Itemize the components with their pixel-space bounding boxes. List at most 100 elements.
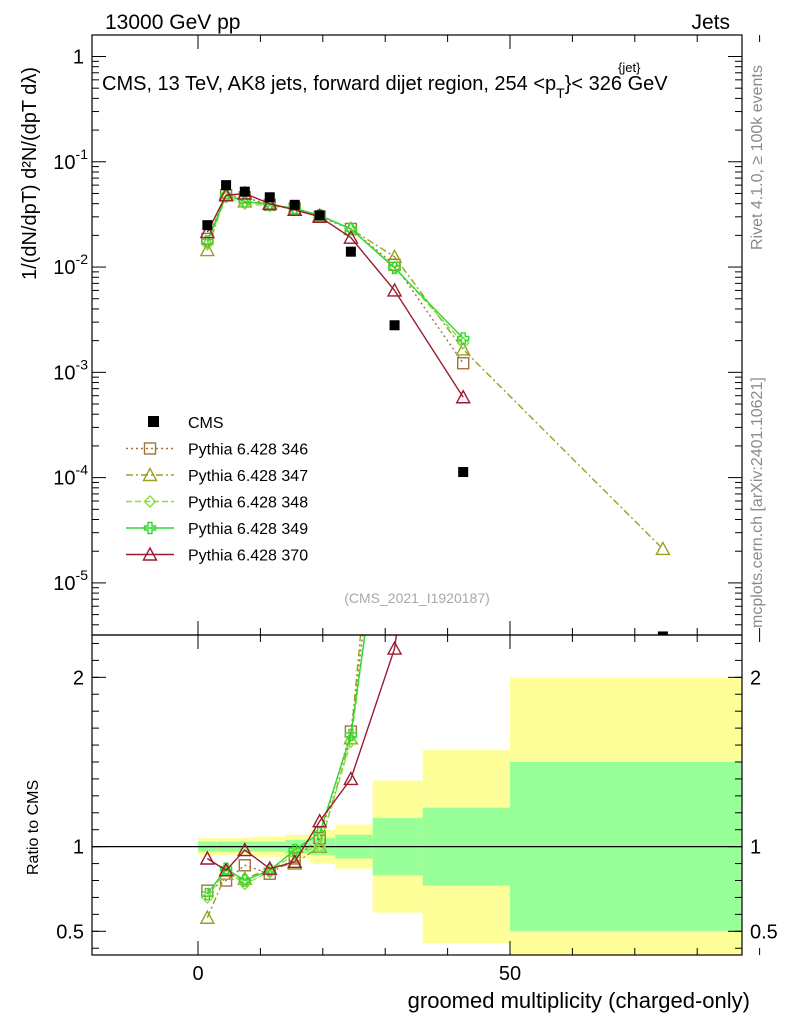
ratio-point-5 xyxy=(218,862,234,877)
data-point-cms xyxy=(345,246,356,257)
series-line-1 xyxy=(206,194,464,364)
ratio-point-2 xyxy=(199,909,216,924)
analysis-label: (CMS_2021_I1920187) xyxy=(344,590,490,606)
data-point-cms xyxy=(264,192,275,203)
ratio-point-4 xyxy=(238,874,251,887)
series-line-3 xyxy=(206,196,464,344)
ratio-ylabel: Ratio to CMS xyxy=(25,780,42,875)
main-panel: 10-5 10-4 10-3 10-2 10-1 1 xyxy=(53,34,761,636)
x-tick-label: 50 xyxy=(499,963,521,985)
title-sub: T xyxy=(556,85,565,101)
ratio-point-4 xyxy=(313,826,326,840)
data-point-cms xyxy=(314,210,325,221)
legend-label-2: Pythia 6.428 347 xyxy=(188,468,308,485)
data-points xyxy=(202,180,668,635)
series-point-5 xyxy=(218,187,234,202)
data-point-cms xyxy=(221,180,232,191)
series-point-2 xyxy=(455,341,471,356)
main-ylabel: 1/(dN/dpT) d²N/(dpT dλ) xyxy=(19,67,41,280)
ratio-point-5 xyxy=(237,842,253,857)
series-line-4 xyxy=(206,194,464,339)
main-frame xyxy=(91,34,743,636)
title-text: CMS, 13 TeV, AK8 jets, forward dijet reg… xyxy=(102,73,556,95)
series-point-5 xyxy=(262,195,278,210)
ratio-line-5 xyxy=(206,635,398,872)
series-point-5 xyxy=(455,389,471,404)
ratio-point-5 xyxy=(457,129,470,141)
ratio-point-1 xyxy=(288,852,301,865)
mcplots-label: mcplots.cern.ch [arXiv:2401.10621] xyxy=(749,377,766,628)
data-point-cms xyxy=(389,320,400,331)
series-point-1 xyxy=(457,357,470,370)
series-point-4 xyxy=(201,235,214,248)
title-sup: {jet} xyxy=(618,60,641,75)
ratio-point-5 xyxy=(287,853,303,869)
legend-marker-2 xyxy=(142,467,158,482)
legend-label-1: Pythia 6.428 346 xyxy=(188,442,308,459)
ratio-bands xyxy=(198,677,742,955)
legend-label-3: Pythia 6.428 348 xyxy=(188,495,308,512)
y-tick-label: 10-4 xyxy=(53,462,88,490)
ratio-point-4 xyxy=(201,887,214,901)
y-tick-label: 10-5 xyxy=(53,567,88,595)
series-point-5 xyxy=(386,282,403,297)
legend-label-4: Pythia 6.428 349 xyxy=(188,521,308,538)
title-main: CMS, 13 TeV, AK8 jets, forward dijet reg… xyxy=(102,73,668,101)
ratio-point-4 xyxy=(344,728,358,742)
plot-title: CMS, 13 TeV, AK8 jets, forward dijet reg… xyxy=(102,60,668,101)
y-tick-label: 10-1 xyxy=(53,146,88,174)
ratio-point-5 xyxy=(262,860,278,875)
ratio-point-3 xyxy=(389,401,400,412)
legend-marker-3 xyxy=(143,495,157,508)
ratio-point-4 xyxy=(389,418,400,429)
ratio-point-5 xyxy=(343,770,359,786)
ratio-y-tick-label-right: 2 xyxy=(750,667,761,689)
legend-label-cms: CMS xyxy=(188,415,224,432)
data-point-cms xyxy=(458,467,469,478)
data-point-cms xyxy=(239,186,250,197)
ratio-frame xyxy=(91,634,743,956)
x-axis-label: groomed multiplicity (charged-only) xyxy=(408,988,750,1013)
ratio-point-1 xyxy=(238,859,252,872)
category-label: Jets xyxy=(691,11,730,34)
ratio-point-4 xyxy=(219,862,233,875)
ratio-y-tick-label-right: 1 xyxy=(750,837,761,859)
series-point-5 xyxy=(199,224,216,239)
series-point-3 xyxy=(456,336,470,350)
x-tick-label: 0 xyxy=(192,963,203,985)
data-point-cms xyxy=(657,631,668,635)
ratio-point-1 xyxy=(201,884,214,897)
y-tick-label: 10-2 xyxy=(53,251,88,279)
legend: CMS Pythia 6.428 346 Pythia 6.428 347 Pythi… xyxy=(126,415,308,565)
ratio-y-tick-label: 1 xyxy=(73,837,84,859)
ratio-point-3 xyxy=(313,840,327,854)
legend-marker-5 xyxy=(142,546,158,561)
legend-label-5: Pythia 6.428 370 xyxy=(188,548,308,565)
ratio-y-tick-label: 2 xyxy=(73,667,84,689)
legend-marker-4 xyxy=(143,521,157,535)
ratio-point-1 xyxy=(389,367,400,378)
series-point-4 xyxy=(457,332,470,345)
ratio-y-tick-label-right: 0.5 xyxy=(750,921,778,943)
main-ylabel-text: 1/(dN/dpT) d²N/(dpT dλ) xyxy=(19,67,41,280)
series-point-3 xyxy=(200,237,214,251)
data-point-cms xyxy=(202,220,213,231)
rivet-label: Rivet 4.1.0, ≥ 100k events xyxy=(749,65,766,250)
data-point-cms xyxy=(289,199,300,210)
ratio-point-5 xyxy=(312,813,328,828)
series-line-5 xyxy=(206,192,464,398)
ratio-line-4 xyxy=(206,635,366,895)
y-tick-label: 1 xyxy=(73,46,84,68)
series-point-5 xyxy=(343,229,359,244)
energy-label: 13000 GeV pp xyxy=(105,11,240,34)
y-tick-label: 10-3 xyxy=(53,356,88,384)
series-point-4 xyxy=(388,261,401,275)
title-end: }< 326 GeV xyxy=(565,73,669,95)
legend-marker-cms xyxy=(148,416,159,427)
ratio-point-5 xyxy=(386,640,403,655)
series-point-4 xyxy=(344,222,358,236)
series-point-2 xyxy=(199,242,216,257)
ratio-point-3 xyxy=(344,735,358,749)
